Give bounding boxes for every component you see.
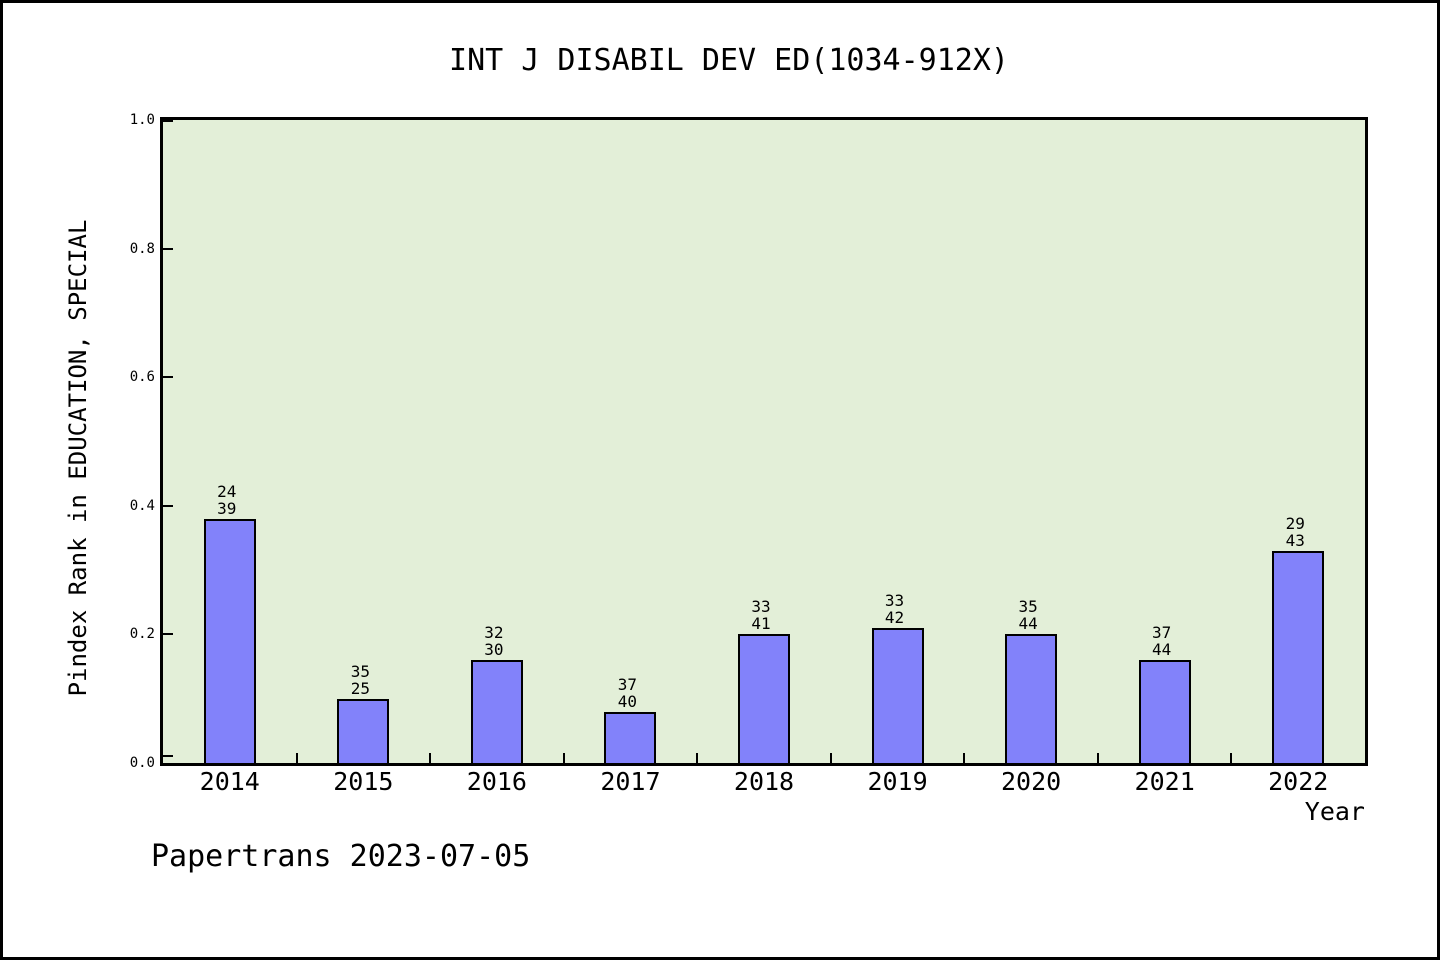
- bar-annotation-top: 33: [884, 591, 905, 610]
- bar-2022: [1272, 551, 1325, 763]
- bar-annotation-top: 37: [617, 675, 638, 694]
- y-tick-label-0.8: 0.8: [129, 240, 155, 257]
- bar-2017: [604, 712, 657, 763]
- x-minor-tick: [1096, 753, 1099, 763]
- x-minor-tick: [429, 753, 432, 763]
- bar-annotation-2015: 35 25: [320, 663, 400, 697]
- x-minor-tick: [562, 753, 565, 763]
- bar-annotation-2019: 33 42: [855, 592, 935, 626]
- y-tick-dash: [163, 755, 173, 757]
- bar-2015: [337, 699, 390, 763]
- bar-annotation-bottom: 39: [217, 499, 237, 518]
- y-tick-label-0.6: 0.6: [129, 369, 155, 386]
- chart-title: INT J DISABIL DEV ED(1034-912X): [449, 43, 1009, 78]
- bar-annotation-bottom: 25: [350, 679, 370, 698]
- bar-2019: [871, 628, 924, 763]
- bar-annotation-2022: 29 43: [1255, 515, 1335, 549]
- bar-2018: [738, 634, 790, 763]
- footer-text: Papertrans 2023-07-05: [151, 839, 531, 874]
- bar-annotation-bottom: 40: [617, 692, 638, 711]
- x-minor-tick: [963, 753, 966, 763]
- x-tick-label-2020: 2020: [1001, 767, 1062, 796]
- y-tick-dash: [163, 633, 173, 636]
- bar-annotation-top: 37: [1152, 623, 1172, 642]
- y-tick-dash: [163, 376, 173, 379]
- bar-annotation-2014: 24 39: [187, 483, 267, 517]
- bar-annotation-bottom: 44: [1152, 640, 1172, 659]
- bar-annotation-bottom: 43: [1285, 531, 1305, 550]
- x-tick-label-2018: 2018: [733, 767, 795, 796]
- bar-annotation-bottom: 30: [484, 640, 504, 659]
- y-tick-label-0.2: 0.2: [129, 626, 155, 643]
- x-tick-label-2015: 2015: [333, 767, 394, 796]
- y-tick-dash: [163, 120, 173, 122]
- bar-annotation-2020: 35 44: [988, 598, 1068, 632]
- y-tick-dash: [163, 247, 173, 250]
- bar-annotation-bottom: 42: [884, 608, 905, 627]
- y-axis-title: Pindex Rank in EDUCATION, SPECIAL: [64, 219, 92, 697]
- x-minor-tick: [696, 753, 699, 763]
- x-tick-label-2017: 2017: [600, 767, 661, 796]
- x-tick-label-2021: 2021: [1134, 767, 1195, 796]
- x-minor-tick: [829, 753, 832, 763]
- x-tick-label-2019: 2019: [867, 767, 928, 796]
- bar-2014: [203, 519, 256, 763]
- plot-area: 24 39 35 25 32 30 37 40 33 41 33 42 35 44 37 44 29 43: [160, 117, 1368, 766]
- x-axis-title: Year: [1304, 797, 1365, 826]
- bar-annotation-top: 29: [1285, 514, 1305, 533]
- bar-annotation-top: 35: [1018, 597, 1038, 616]
- bar-annotation-top: 24: [217, 482, 237, 501]
- bar-annotation-2017: 37 40: [587, 676, 667, 710]
- x-tick-label-2022: 2022: [1268, 767, 1329, 796]
- bar-annotation-top: 33: [751, 597, 771, 616]
- bar-annotation-2016: 32 30: [454, 624, 534, 658]
- bar-annotation-bottom: 41: [751, 614, 771, 633]
- bar-annotation-bottom: 44: [1018, 614, 1038, 633]
- x-minor-tick: [1230, 753, 1233, 763]
- x-tick-label-2014: 2014: [199, 767, 260, 796]
- bar-annotation-top: 32: [484, 623, 504, 642]
- y-tick-label-0.0: 0.0: [129, 755, 155, 771]
- x-minor-tick: [295, 753, 298, 763]
- y-tick-dash: [163, 504, 173, 507]
- bar-annotation-2021: 37 44: [1122, 624, 1202, 658]
- bar-2021: [1138, 660, 1191, 763]
- bar-annotation-2018: 33 41: [721, 598, 801, 632]
- bar-2020: [1005, 634, 1058, 763]
- bar-2016: [470, 660, 523, 763]
- y-tick-label-0.4: 0.4: [129, 497, 155, 514]
- x-tick-label-2016: 2016: [466, 767, 527, 796]
- y-tick-label-1.0: 1.0: [129, 112, 155, 128]
- bar-annotation-top: 35: [350, 662, 370, 681]
